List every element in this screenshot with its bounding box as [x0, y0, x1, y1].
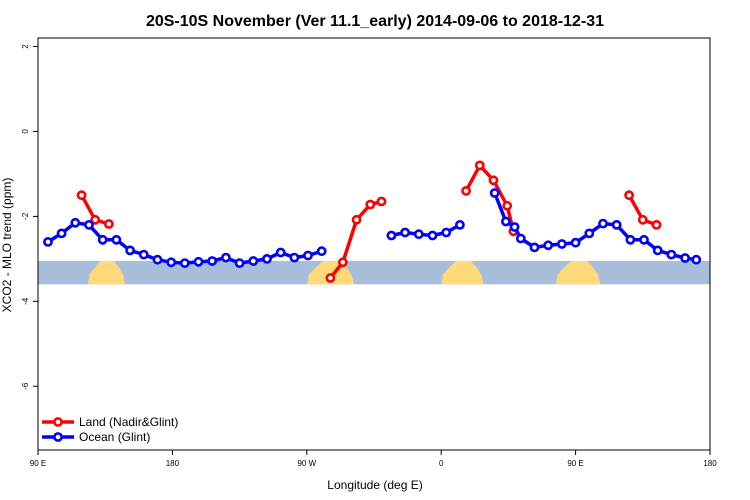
- land-data-point: [637, 214, 648, 225]
- ocean-data-point: [598, 218, 608, 229]
- ocean-data-point: [220, 252, 231, 263]
- ocean-data-point: [500, 216, 511, 227]
- land-legend-marker: [53, 417, 63, 427]
- land-data-point: [325, 273, 336, 283]
- y-tick-label: 0: [21, 129, 30, 134]
- ocean-data-point: [70, 217, 81, 228]
- ocean-data-point: [625, 234, 636, 245]
- ocean-data-point: [43, 236, 53, 247]
- ocean-data-point: [56, 228, 67, 239]
- ocean-data-point: [193, 256, 204, 267]
- x-tick-label: 0: [439, 459, 444, 468]
- ocean-data-point: [166, 257, 177, 268]
- land-data-point: [474, 160, 485, 171]
- x-tick-label: 180: [703, 459, 717, 468]
- ocean-data-point: [611, 219, 622, 230]
- ocean-data-point: [489, 188, 500, 198]
- ocean-data-point: [289, 252, 300, 263]
- ocean-data-point: [179, 258, 190, 268]
- ocean-data-point: [557, 239, 567, 249]
- ocean-data-point: [111, 234, 122, 245]
- ocean-data-point: [413, 229, 424, 240]
- ocean-legend-label: Ocean (Glint): [79, 430, 150, 444]
- ocean-data-point: [529, 242, 540, 253]
- y-tick-label: -4: [21, 297, 30, 305]
- axes: 90 E 180 90 W 0 90 E 180 2 0 -2 -4 -6: [21, 37, 717, 468]
- y-axis-label: XCO2 - MLO trend (ppm): [0, 178, 14, 313]
- ocean-data-point: [400, 227, 410, 238]
- ocean-series-line: [493, 192, 697, 262]
- legend: Land (Nadir&Glint)Ocean (Glint): [42, 415, 178, 444]
- ocean-data-point: [652, 245, 663, 256]
- ocean-data-point: [584, 228, 595, 239]
- ocean-data-point: [248, 256, 259, 266]
- ocean-data-point: [316, 246, 327, 257]
- ocean-data-point: [138, 249, 149, 260]
- ocean-data-point: [207, 256, 218, 266]
- ocean-data-point: [152, 254, 163, 265]
- ocean-data-point: [441, 227, 452, 238]
- ocean-data-point: [97, 234, 108, 245]
- land-data-point: [104, 219, 114, 229]
- y-tick-label: 2: [21, 44, 30, 49]
- land-data-point: [90, 214, 101, 225]
- ocean-data-point: [680, 253, 690, 263]
- ocean-data-point: [666, 249, 677, 260]
- y-tick-label: -6: [21, 382, 30, 390]
- x-tick-label: 90 E: [567, 459, 583, 468]
- land-legend-label: Land (Nadir&Glint): [79, 415, 178, 429]
- ocean-data-point: [543, 240, 554, 251]
- ocean-data-point: [515, 233, 526, 244]
- ocean-data-point: [275, 247, 286, 258]
- ocean-data-point: [427, 230, 438, 241]
- land-data-point: [337, 257, 348, 268]
- y-tick-label: -2: [21, 212, 30, 220]
- land-data-point: [461, 185, 471, 196]
- chart-title: 20S-10S November (Ver 11.1_early) 2014-0…: [146, 13, 604, 30]
- land-mask-strip: [38, 260, 710, 285]
- land-mass: [87, 260, 126, 285]
- land-data-point: [488, 175, 499, 186]
- ocean-strip: [38, 260, 710, 285]
- land-data-point: [376, 196, 387, 207]
- plot-frame: [37, 37, 711, 451]
- ocean-data-point: [84, 219, 94, 230]
- series-layer: [43, 160, 702, 283]
- ocean-data-point: [509, 222, 520, 232]
- ocean-data-point: [303, 250, 313, 261]
- ocean-data-point: [125, 245, 136, 256]
- land-data-point: [624, 190, 634, 201]
- land-data-point: [351, 214, 362, 225]
- land-data-point: [76, 190, 87, 201]
- land-data-point: [502, 200, 513, 211]
- land-data-point: [365, 199, 376, 210]
- x-tick-label: 180: [166, 459, 180, 468]
- ocean-legend-marker: [53, 432, 63, 442]
- ocean-data-point: [691, 254, 702, 265]
- ocean-data-point: [570, 237, 581, 248]
- x-axis-label: Longitude (deg E): [327, 478, 422, 492]
- ocean-data-point: [386, 230, 397, 241]
- x-tick-label: 90 W: [297, 459, 316, 468]
- land-data-point: [651, 219, 662, 230]
- ocean-data-point: [262, 253, 272, 264]
- ocean-data-point: [234, 258, 245, 268]
- ocean-data-point: [639, 234, 649, 245]
- x-tick-label: 90 E: [30, 459, 46, 468]
- ocean-data-point: [454, 219, 465, 230]
- land-mass: [441, 260, 484, 285]
- land-mass: [555, 260, 601, 285]
